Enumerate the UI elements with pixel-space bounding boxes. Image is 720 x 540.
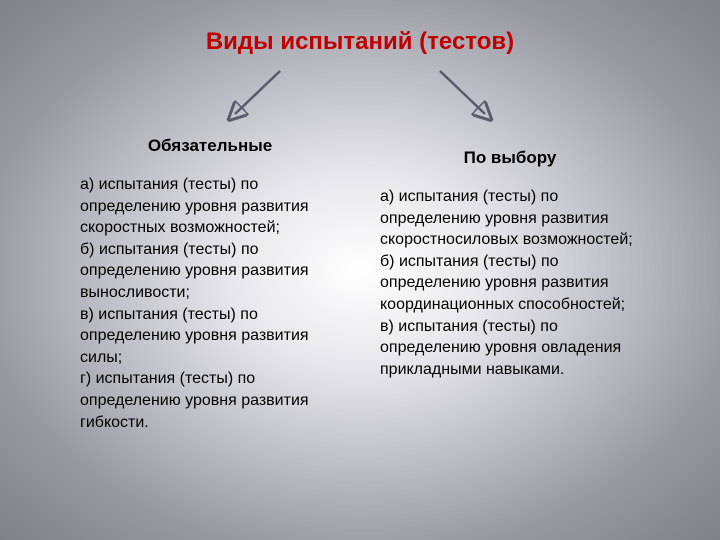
column-optional-body: а) испытания (тесты) по определению уров… [380, 186, 640, 380]
column-mandatory-header: Обязательные [80, 136, 340, 156]
columns-container: Обязательные а) испытания (тесты) по опр… [0, 136, 720, 433]
arrow-left-icon [220, 66, 290, 131]
arrow-right-icon [430, 66, 500, 131]
column-mandatory: Обязательные а) испытания (тесты) по опр… [80, 136, 340, 433]
column-mandatory-body: а) испытания (тесты) по определению уров… [80, 174, 340, 433]
column-optional-header: По выбору [380, 148, 640, 168]
column-optional: По выбору а) испытания (тесты) по опреде… [380, 136, 640, 433]
arrows-region [0, 66, 720, 136]
slide-title: Виды испытаний (тестов) [0, 0, 720, 66]
